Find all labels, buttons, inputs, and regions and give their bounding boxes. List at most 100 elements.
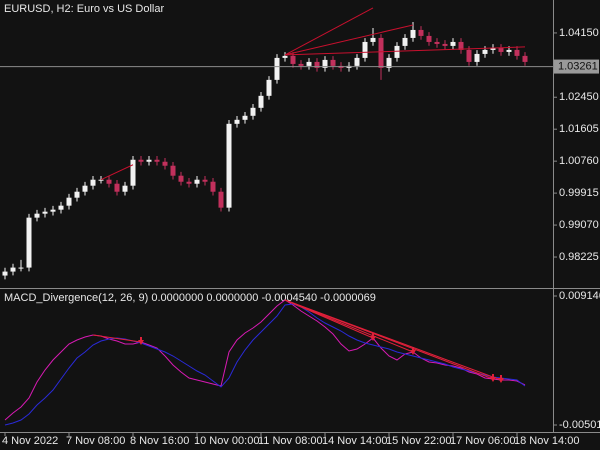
signal-arrow — [498, 375, 504, 384]
candle-body — [146, 159, 152, 162]
candle-body — [242, 115, 248, 120]
x-tick-label: 8 Nov 16:00 — [130, 435, 189, 447]
candle-body — [234, 119, 240, 124]
indicator-line — [4, 303, 526, 426]
candle-body — [210, 181, 216, 192]
candle-body — [250, 107, 256, 116]
candle-body — [226, 123, 232, 208]
candle-body — [466, 49, 472, 62]
candle-body — [490, 47, 496, 50]
y-tick-label: 0.0091467 — [559, 290, 600, 302]
divergence-line — [284, 7, 374, 56]
candle-body — [26, 217, 32, 268]
candle-body — [138, 159, 144, 162]
candle-body — [314, 61, 320, 68]
candle-body — [90, 179, 96, 186]
y-tick-label: 0.99915 — [559, 187, 599, 199]
candle-body — [18, 267, 24, 269]
candle-body — [458, 41, 464, 50]
candle-body — [122, 185, 128, 192]
x-tick-label: 11 Nov 08:00 — [258, 435, 323, 447]
candle-body — [418, 29, 424, 36]
candle-body — [434, 41, 440, 44]
candle-body — [498, 47, 504, 52]
candle-body — [362, 41, 368, 58]
candle-body — [450, 41, 456, 46]
candle-body — [474, 53, 480, 62]
candle-body — [378, 37, 384, 68]
y-tick-label: 0.98225 — [559, 251, 599, 263]
candle-body — [426, 35, 432, 42]
candle-body — [266, 79, 272, 96]
candle-body — [522, 55, 528, 62]
candle-body — [282, 55, 288, 58]
y-tick-label: 1.01605 — [559, 123, 599, 135]
x-tick-label: 17 Nov 06:00 — [450, 435, 515, 447]
candle-body — [370, 37, 376, 42]
candle-body — [58, 205, 64, 210]
candle-body — [322, 59, 328, 68]
divergence-line — [284, 46, 526, 56]
y-tick-label: 1.02450 — [559, 91, 599, 103]
candle-body — [274, 57, 280, 80]
candle-body — [482, 49, 488, 54]
candle-body — [130, 159, 136, 186]
x-tick-label: 18 Nov 14:00 — [514, 435, 579, 447]
candle-body — [442, 43, 448, 46]
signal-arrow — [410, 347, 416, 356]
candle-body — [34, 213, 40, 218]
candle-body — [10, 267, 16, 272]
x-tick-label: 15 Nov 22:00 — [386, 435, 451, 447]
candle-body — [514, 49, 520, 56]
candle-body — [114, 183, 120, 192]
candle-body — [194, 179, 200, 184]
signal-arrow — [138, 337, 144, 346]
candle-body — [106, 179, 112, 184]
divergence-line — [92, 334, 142, 343]
signal-arrow — [490, 374, 496, 383]
candle-body — [306, 61, 312, 66]
candle-body — [354, 57, 360, 66]
x-tick-label: 14 Nov 14:00 — [322, 435, 387, 447]
candle-body — [50, 209, 56, 212]
x-tick-label: 4 Nov 2022 — [2, 435, 58, 447]
candle-body — [74, 191, 80, 198]
candle-body — [82, 185, 88, 192]
y-tick-label: 1.00760 — [559, 155, 599, 167]
indicator-title: MACD_Divergence(12, 26, 9) 0.0000000 0.0… — [4, 292, 376, 304]
y-tick-label: 0.99070 — [559, 219, 599, 231]
divergence-line — [284, 24, 414, 56]
candle-body — [330, 59, 336, 66]
candle-body — [202, 179, 208, 182]
candle-body — [186, 181, 192, 184]
candle-body — [386, 57, 392, 68]
candle-body — [154, 159, 160, 162]
current-price-box — [554, 59, 599, 74]
divergence-line — [284, 299, 414, 353]
candle-body — [2, 271, 8, 276]
candle-body — [162, 161, 168, 166]
divergence-line — [284, 299, 502, 381]
candle-body — [98, 179, 104, 181]
candle-body — [394, 45, 400, 58]
y-tick-label: 1.04150 — [559, 27, 599, 39]
x-tick-label: 7 Nov 08:00 — [66, 435, 125, 447]
y-tick-label: -0.0050165 — [559, 419, 600, 431]
current-price-label: 1.03261 — [558, 60, 598, 72]
candle-body — [42, 211, 48, 214]
candle-body — [66, 197, 72, 206]
signal-arrow — [370, 333, 376, 342]
x-tick-label: 10 Nov 00:00 — [194, 435, 259, 447]
candle-body — [258, 95, 264, 108]
candle-body — [402, 37, 408, 46]
candle-body — [218, 191, 224, 208]
indicator-line — [4, 299, 526, 421]
divergence-line — [100, 164, 134, 181]
candle-body — [178, 175, 184, 182]
candle-body — [290, 55, 296, 64]
candle-body — [506, 49, 512, 52]
candle-body — [298, 63, 304, 66]
candle-body — [170, 165, 176, 176]
